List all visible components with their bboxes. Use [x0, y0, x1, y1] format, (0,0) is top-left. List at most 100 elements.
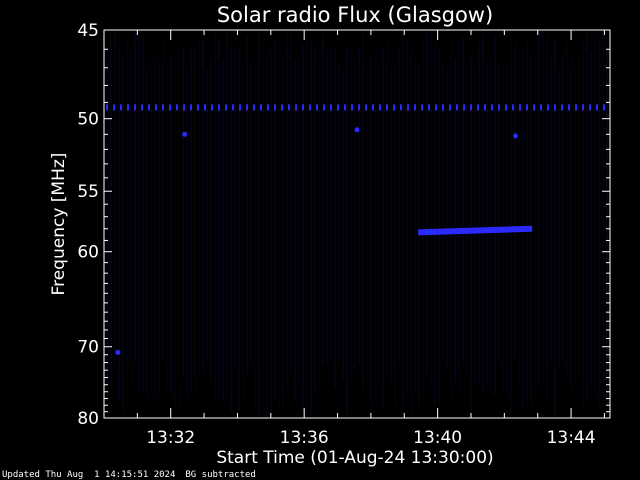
- band-mark: [316, 104, 318, 111]
- band-mark: [351, 104, 353, 111]
- band-mark: [589, 104, 591, 111]
- band-mark: [190, 104, 192, 111]
- band-mark: [582, 104, 584, 111]
- band-mark: [134, 104, 136, 111]
- band-mark: [428, 104, 430, 111]
- band-mark: [232, 104, 234, 111]
- y-tick-label: 60: [77, 243, 99, 263]
- band-mark: [575, 104, 577, 111]
- interference-band: [106, 104, 605, 111]
- x-axis-label: Start Time (01-Aug-24 13:30:00): [216, 448, 493, 468]
- band-mark: [414, 104, 416, 111]
- band-mark: [162, 104, 164, 111]
- band-mark: [323, 104, 325, 111]
- band-mark: [127, 104, 129, 111]
- band-mark: [470, 104, 472, 111]
- band-mark: [526, 104, 528, 111]
- band-mark: [225, 104, 227, 111]
- band-mark: [505, 104, 507, 111]
- signal-point: [512, 133, 518, 139]
- band-mark: [309, 104, 311, 111]
- band-mark: [407, 104, 409, 111]
- band-mark: [477, 104, 479, 111]
- band-mark: [267, 104, 269, 111]
- band-mark: [204, 104, 206, 111]
- x-axis: 13:32 13:36 13:40 13:44: [103, 30, 605, 448]
- band-mark: [120, 104, 122, 111]
- y-tick-label: 80: [77, 409, 99, 429]
- signal-point: [354, 127, 360, 133]
- band-mark: [148, 104, 150, 111]
- band-mark: [113, 104, 115, 111]
- band-mark: [141, 104, 143, 111]
- band-mark: [491, 104, 493, 111]
- band-mark: [561, 104, 563, 111]
- band-mark: [169, 104, 171, 111]
- band-mark: [533, 104, 535, 111]
- band-mark: [365, 104, 367, 111]
- band-mark: [211, 104, 213, 111]
- band-mark: [288, 104, 290, 111]
- band-mark: [603, 104, 605, 111]
- band-mark: [155, 104, 157, 111]
- band-mark: [260, 104, 262, 111]
- y-axis: 45 50 55 60 70 80: [77, 21, 610, 429]
- y-tick-label: 55: [77, 182, 99, 202]
- band-mark: [246, 104, 248, 111]
- x-tick-label: 13:32: [146, 428, 195, 448]
- chart-title: Solar radio Flux (Glasgow): [217, 3, 493, 27]
- band-mark: [442, 104, 444, 111]
- band-mark: [197, 104, 199, 111]
- band-mark: [449, 104, 451, 111]
- band-mark: [239, 104, 241, 111]
- footer: Updated Thu Aug 1 14:15:51 2024 BG subtra…: [2, 470, 266, 480]
- band-mark: [106, 104, 108, 111]
- x-tick-label: 13:36: [280, 428, 329, 448]
- radio-burst: [418, 225, 533, 236]
- y-tick-label: 45: [77, 21, 99, 41]
- band-mark: [344, 104, 346, 111]
- signal-point: [115, 349, 121, 355]
- band-mark: [512, 104, 514, 111]
- y-axis-label: Frequency [MHz]: [49, 153, 69, 296]
- band-mark: [554, 104, 556, 111]
- band-mark: [176, 104, 178, 111]
- bg-subtracted-note: BG subtracted: [185, 470, 256, 480]
- band-mark: [386, 104, 388, 111]
- y-tick-label: 50: [77, 110, 99, 130]
- band-mark: [295, 104, 297, 111]
- band-mark: [274, 104, 276, 111]
- band-mark: [302, 104, 304, 111]
- updated-timestamp: Updated Thu Aug 1 14:15:51 2024: [2, 470, 176, 480]
- band-mark: [568, 104, 570, 111]
- band-mark: [281, 104, 283, 111]
- y-tick-label: 70: [77, 338, 99, 358]
- band-mark: [484, 104, 486, 111]
- band-mark: [547, 104, 549, 111]
- band-mark: [358, 104, 360, 111]
- band-mark: [330, 104, 332, 111]
- band-mark: [456, 104, 458, 111]
- band-mark: [379, 104, 381, 111]
- signal-point: [182, 131, 188, 137]
- band-mark: [596, 104, 598, 111]
- band-mark: [421, 104, 423, 111]
- band-mark: [435, 104, 437, 111]
- band-mark: [519, 104, 521, 111]
- band-mark: [218, 104, 220, 111]
- x-tick-label: 13:40: [413, 428, 462, 448]
- band-mark: [400, 104, 402, 111]
- plot-frame: [103, 29, 611, 419]
- band-mark: [393, 104, 395, 111]
- band-mark: [337, 104, 339, 111]
- band-mark: [183, 104, 185, 111]
- band-mark: [498, 104, 500, 111]
- band-mark: [372, 104, 374, 111]
- band-mark: [253, 104, 255, 111]
- band-mark: [463, 104, 465, 111]
- x-tick-label: 13:44: [547, 428, 596, 448]
- spectrogram-area: [106, 30, 608, 418]
- band-mark: [540, 104, 542, 111]
